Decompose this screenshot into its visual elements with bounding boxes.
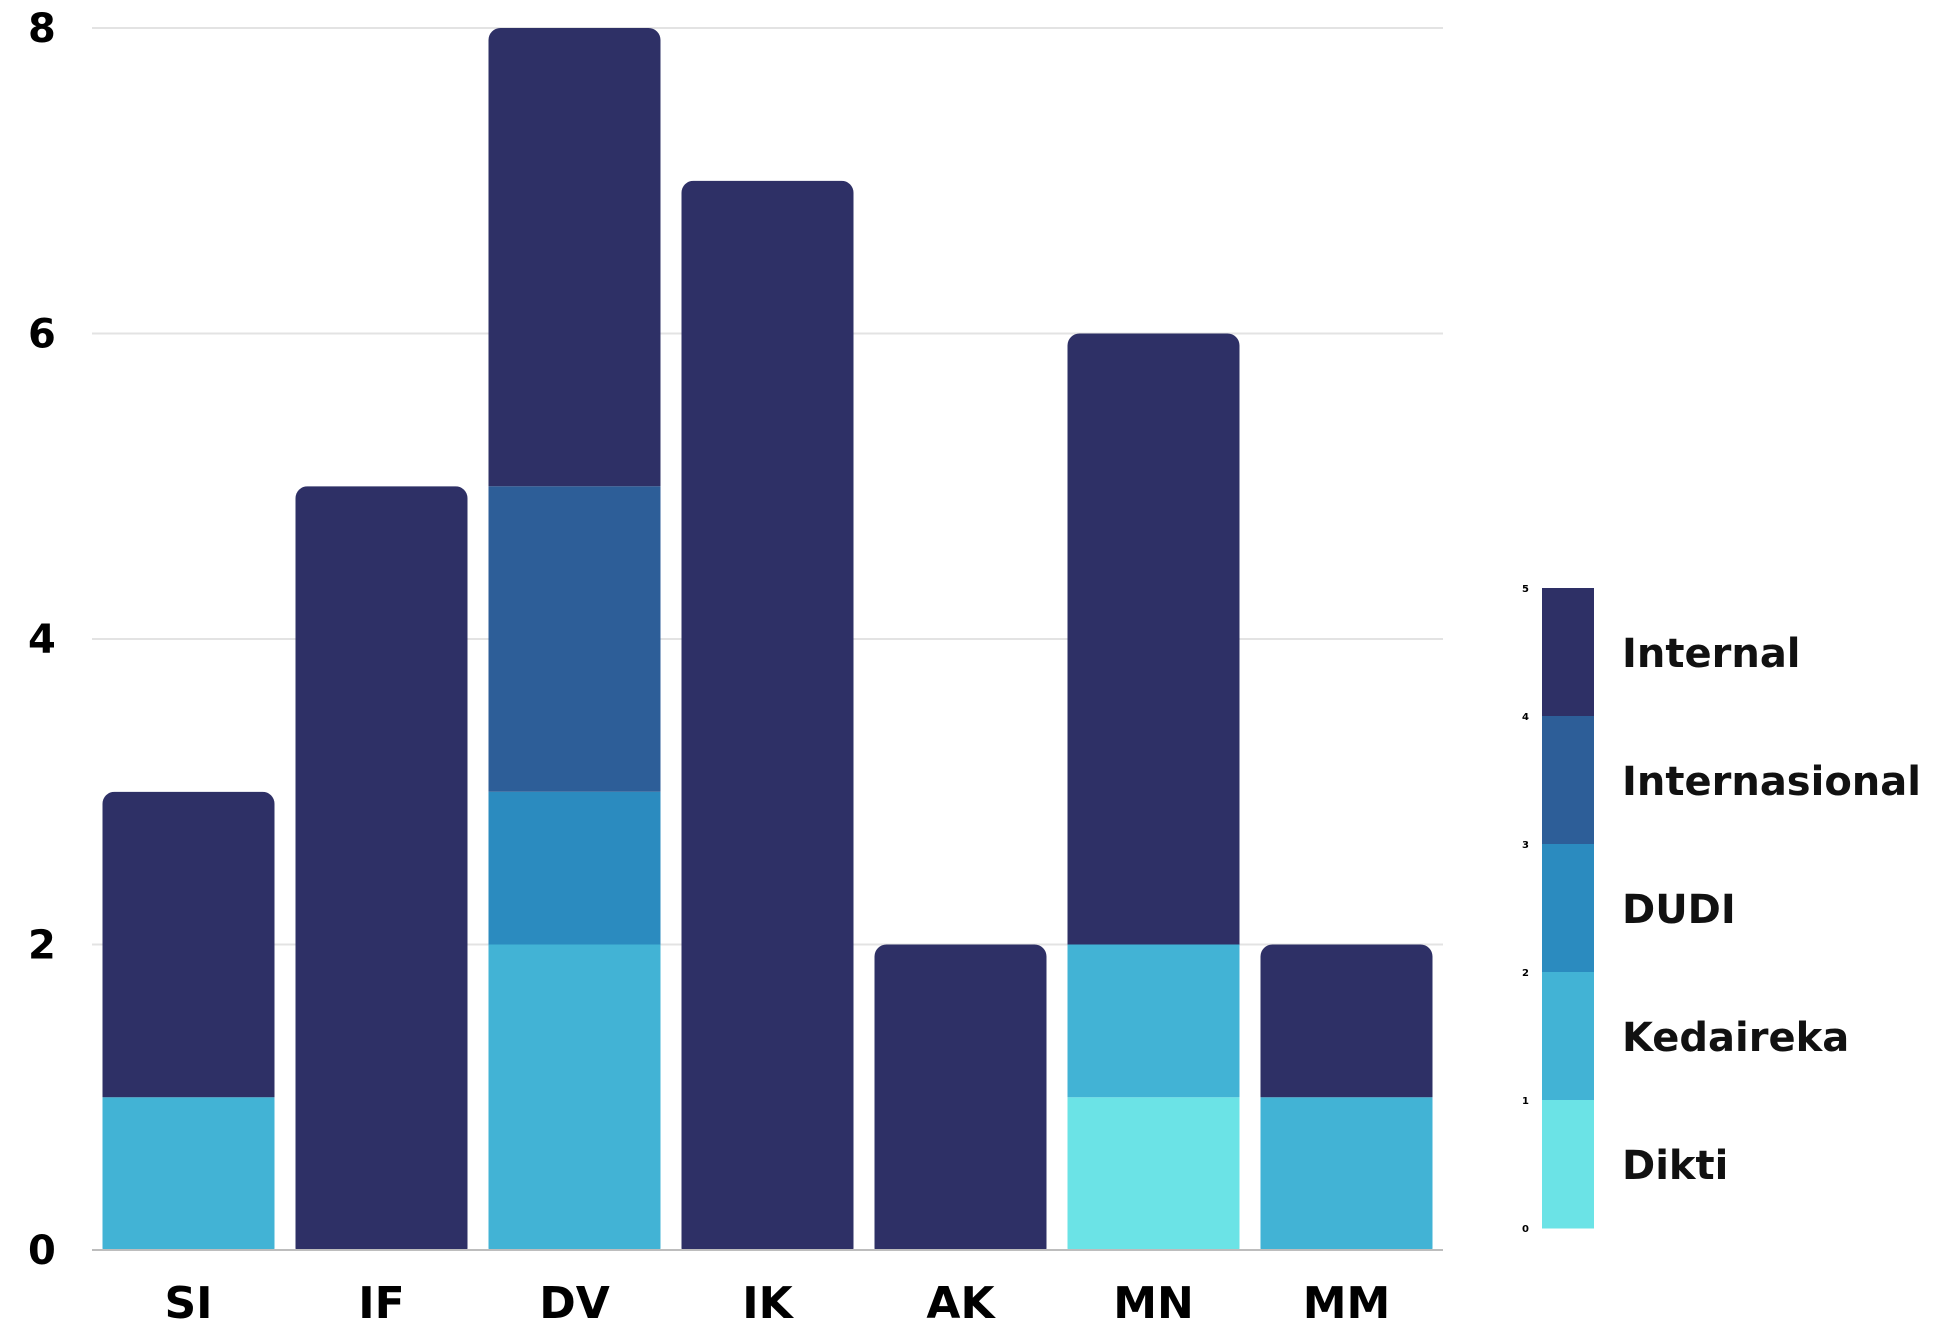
- bar-segment-internal: [874, 944, 1047, 1250]
- bar-segment-internal: [488, 28, 661, 487]
- legend-label-dudi: DUDI: [1622, 887, 1736, 933]
- bar-group-ak: [874, 944, 1047, 1250]
- bar-group-if: [295, 486, 468, 1250]
- bar-group-si: [102, 791, 275, 1250]
- x-tick-label: SI: [164, 1278, 212, 1325]
- bar-group-mm: [1260, 944, 1433, 1250]
- legend-scale-tick: 5: [1522, 584, 1529, 595]
- legend-label-dikti: Dikti: [1622, 1143, 1728, 1189]
- legend: Internal Internasional DUDI Kedaireka Dikti 0…: [1522, 584, 1921, 1235]
- legend-swatch-internasional: [1542, 716, 1594, 845]
- x-tick-label: MN: [1113, 1278, 1194, 1325]
- bar-segment-kedaireka: [102, 1097, 275, 1250]
- x-axis-ticks: SI IF DV IK AK MN MM: [164, 1278, 1390, 1325]
- y-axis-ticks: 0 2 4 6 8: [28, 6, 56, 1274]
- bar-segment-dudi: [488, 791, 661, 945]
- legend-label-internal: Internal: [1622, 631, 1801, 677]
- x-tick-label: AK: [926, 1278, 996, 1325]
- x-tick-label: DV: [539, 1278, 610, 1325]
- bar-segment-internal: [295, 486, 468, 1250]
- legend-label-kedaireka: Kedaireka: [1622, 1015, 1849, 1061]
- legend-swatch-kedaireka: [1542, 972, 1594, 1101]
- legend-scale-tick: 0: [1522, 1224, 1529, 1235]
- bar-segment-internal: [102, 791, 275, 1098]
- legend-scale-tick: 2: [1522, 968, 1529, 979]
- x-tick-label: IK: [742, 1278, 794, 1325]
- bar-segment-kedaireka: [488, 944, 661, 1250]
- bar-segment-dikti: [1067, 1097, 1240, 1250]
- bar-group-dv: [488, 28, 661, 1250]
- bar-segment-internal: [1260, 944, 1433, 1098]
- legend-scale-tick: 3: [1522, 840, 1529, 851]
- bar-segment-internal: [1067, 333, 1240, 945]
- legend-swatch-dikti: [1542, 1100, 1594, 1229]
- legend-label-internasional: Internasional: [1622, 759, 1921, 805]
- y-tick-label: 2: [28, 923, 56, 969]
- bar-segment-internal: [681, 180, 854, 1250]
- legend-scale-tick: 1: [1522, 1096, 1529, 1107]
- x-tick-label: MM: [1303, 1278, 1391, 1325]
- y-tick-label: 0: [28, 1228, 56, 1274]
- bar-segment-kedaireka: [1260, 1097, 1433, 1250]
- y-tick-label: 8: [28, 6, 56, 52]
- bar-group-mn: [1067, 333, 1240, 1250]
- y-tick-label: 6: [28, 312, 56, 358]
- legend-scale-tick: 4: [1522, 712, 1529, 723]
- bars: [102, 28, 1433, 1250]
- bar-segment-internasional: [488, 486, 661, 792]
- y-tick-label: 4: [28, 617, 56, 663]
- bar-segment-kedaireka: [1067, 944, 1240, 1098]
- legend-swatch-internal: [1542, 588, 1594, 717]
- legend-swatch-dudi: [1542, 844, 1594, 973]
- x-tick-label: IF: [358, 1278, 404, 1325]
- bar-group-ik: [681, 180, 854, 1250]
